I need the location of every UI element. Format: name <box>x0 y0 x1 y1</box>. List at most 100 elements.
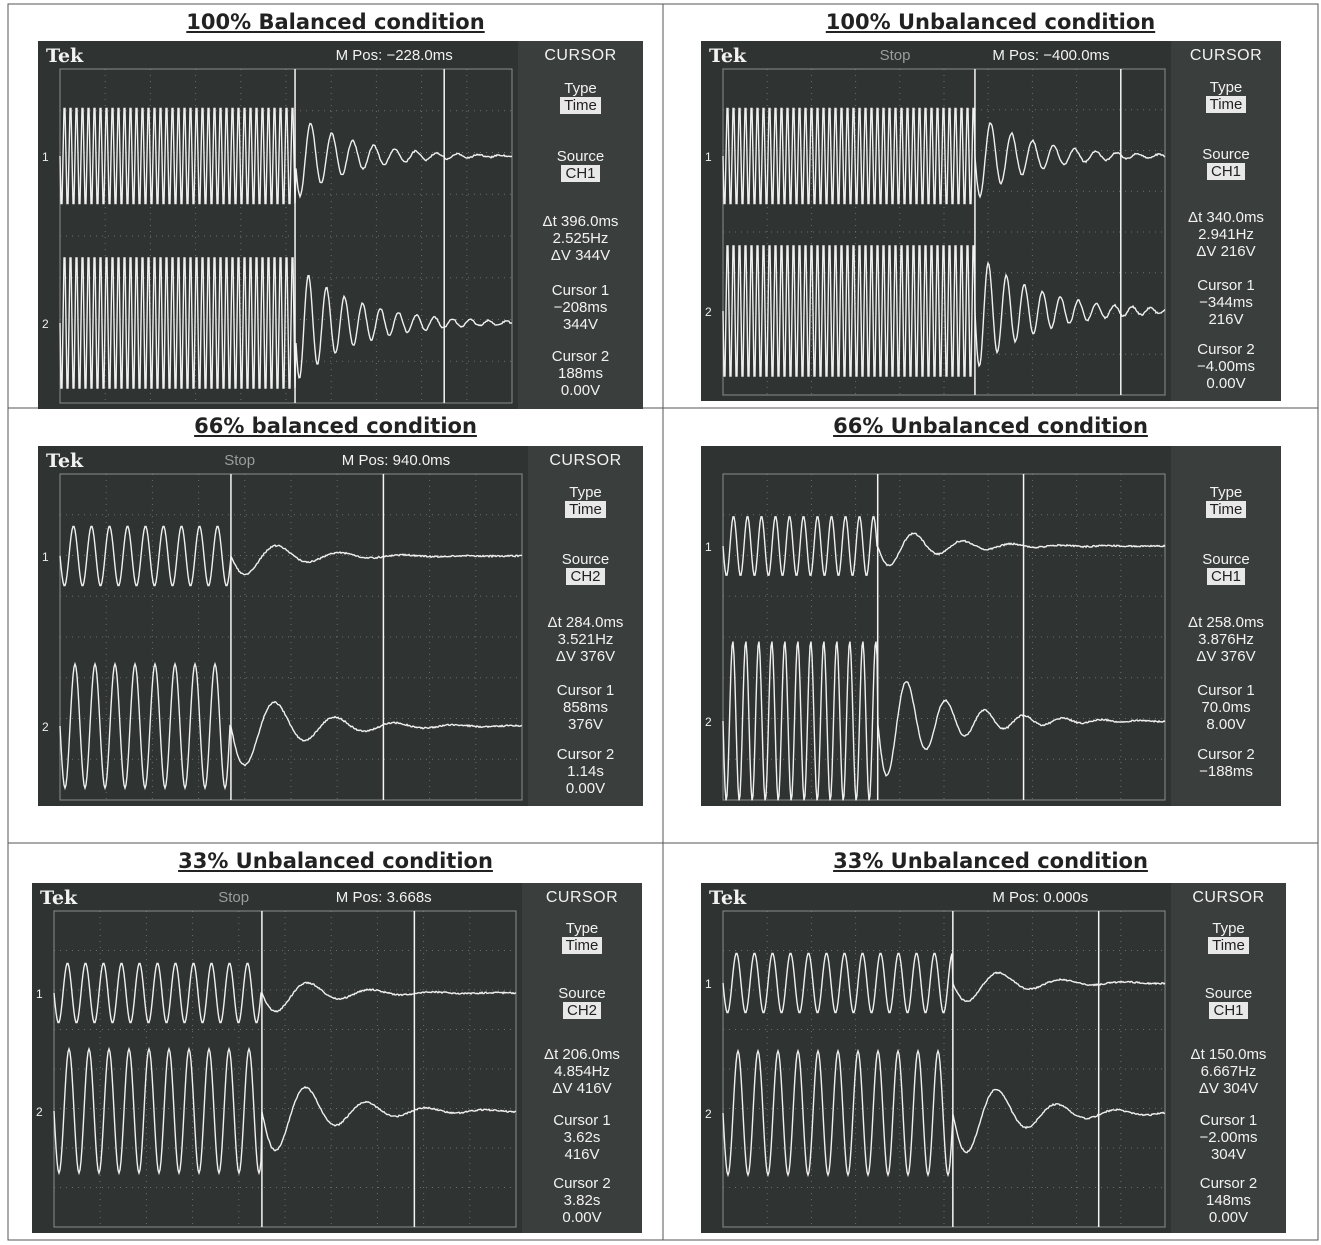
source-value-text: CH1 <box>1207 568 1245 585</box>
type-setting[interactable]: Type Time <box>1175 79 1277 113</box>
type-label-text: Type <box>1212 920 1245 937</box>
delta-t: Δt 284.0ms <box>532 614 639 631</box>
delta-readout[interactable]: Δt 340.0ms 2.941Hz ΔV 216V <box>1175 209 1277 260</box>
oscilloscope-screenshot: 1 2 Tek Stop M Pos: 940.0ms CURSOR Type Time Sou… <box>38 446 643 806</box>
cursor1-volt-text: 304V <box>1211 1146 1246 1163</box>
source-setting[interactable]: Source CH2 <box>526 985 638 1019</box>
delta-v-text: ΔV 376V <box>1196 648 1255 665</box>
type-setting[interactable]: Type Time <box>526 920 638 954</box>
freq-text: 3.521Hz <box>558 631 614 648</box>
source-label-text: Source <box>557 148 605 165</box>
delta-v-text: ΔV 376V <box>556 648 615 665</box>
cursor-1-readout[interactable]: Cursor 1 −344ms 216V <box>1175 277 1277 328</box>
type-value: Time <box>1175 96 1277 113</box>
freq-text: 2.525Hz <box>553 230 609 247</box>
waveform-display: 12 <box>701 41 1171 401</box>
cursor-2-readout[interactable]: Cursor 2 188ms 0.00V <box>522 348 639 399</box>
delta-v: ΔV 344V <box>522 247 639 264</box>
cursor-1-readout[interactable]: Cursor 1 −208ms 344V <box>522 282 639 333</box>
cursor2-label-text: Cursor 2 <box>1197 746 1255 763</box>
cursor-1-readout[interactable]: Cursor 1 858ms 376V <box>532 682 639 733</box>
delta-readout[interactable]: Δt 258.0ms 3.876Hz ΔV 376V <box>1175 614 1277 665</box>
type-setting[interactable]: Type Time <box>1175 484 1277 518</box>
cursor-2-readout[interactable]: Cursor 2 1.14s 0.00V <box>532 746 639 797</box>
source-value-text: CH2 <box>566 568 604 585</box>
cursor1-time: 3.62s <box>526 1129 638 1146</box>
delta-v-text: ΔV 344V <box>551 247 610 264</box>
cursor2-label-text: Cursor 2 <box>1197 341 1255 358</box>
delta-v: ΔV 376V <box>1175 648 1277 665</box>
cursor-menu-panel: CURSOR Type Time Source CH1 Δt 396.0ms 2.525Hz… <box>518 41 643 409</box>
type-setting[interactable]: Type Time <box>1175 920 1282 954</box>
delta-t-text: Δt 206.0ms <box>544 1046 620 1063</box>
type-value-text: Time <box>1206 96 1247 113</box>
cursor-1-readout[interactable]: Cursor 1 70.0ms 8.00V <box>1175 682 1277 733</box>
screen-background <box>32 883 522 1233</box>
delta-readout[interactable]: Δt 206.0ms 4.854Hz ΔV 416V <box>526 1046 638 1097</box>
panel-title: 100% Balanced condition <box>8 10 663 34</box>
cursor2-label: Cursor 2 <box>1175 341 1277 358</box>
oscilloscope-screenshot: 1 2 Tek M Pos: −228.0ms CURSOR Type Time Source… <box>38 41 643 409</box>
cursor1-label-text: Cursor 1 <box>1200 1112 1258 1129</box>
cell-33-unbalanced-right: 33% Unbalanced condition 1 2 Tek M Pos: 0.00… <box>663 843 1318 1240</box>
cursor1-time-text: 70.0ms <box>1201 699 1250 716</box>
source-label: Source <box>526 985 638 1002</box>
source-setting[interactable]: Source CH1 <box>1175 985 1282 1019</box>
horizontal-position-readout: M Pos: −228.0ms <box>336 47 453 64</box>
cursor1-time-text: −344ms <box>1199 294 1253 311</box>
cursor2-time: 3.82s <box>526 1192 638 1209</box>
cursor1-label: Cursor 1 <box>1175 682 1277 699</box>
source-setting[interactable]: Source CH1 <box>1175 551 1277 585</box>
cursor2-time-text: 3.82s <box>564 1192 601 1209</box>
cursor-2-readout[interactable]: Cursor 2 148ms 0.00V <box>1175 1175 1282 1226</box>
panel-title: 66% balanced condition <box>8 414 663 438</box>
cursor-1-readout[interactable]: Cursor 1 3.62s 416V <box>526 1112 638 1163</box>
type-label: Type <box>522 80 639 97</box>
cursor1-label-text: Cursor 1 <box>553 1112 611 1129</box>
delta-v: ΔV 416V <box>526 1080 638 1097</box>
source-setting[interactable]: Source CH2 <box>532 551 639 585</box>
cursor-2-readout[interactable]: Cursor 2 3.82s 0.00V <box>526 1175 638 1226</box>
delta-t: Δt 340.0ms <box>1175 209 1277 226</box>
source-value: CH2 <box>526 1002 638 1019</box>
cursor2-label: Cursor 2 <box>532 746 639 763</box>
freq: 2.525Hz <box>522 230 639 247</box>
delta-v-text: ΔV 304V <box>1199 1080 1258 1097</box>
delta-readout[interactable]: Δt 396.0ms 2.525Hz ΔV 344V <box>522 213 639 264</box>
cursor1-volt-text: 376V <box>568 716 603 733</box>
cursor2-volt-text: 0.00V <box>1206 375 1245 392</box>
freq-text: 4.854Hz <box>554 1063 610 1080</box>
cursor-menu-panel: CURSOR Type Time Source CH2 Δt 284.0ms 3.521Hz… <box>528 446 643 806</box>
delta-v: ΔV 216V <box>1175 243 1277 260</box>
cursor1-volt: 216V <box>1175 311 1277 328</box>
delta-readout[interactable]: Δt 150.0ms 6.667Hz ΔV 304V <box>1175 1046 1282 1097</box>
cursor1-volt-text: 8.00V <box>1206 716 1245 733</box>
cursor2-volt: 0.00V <box>1175 375 1277 392</box>
type-setting[interactable]: Type Time <box>532 484 639 518</box>
panel-title: 33% Unbalanced condition <box>8 849 663 873</box>
delta-readout[interactable]: Δt 284.0ms 3.521Hz ΔV 376V <box>532 614 639 665</box>
cursor2-time: 188ms <box>522 365 639 382</box>
delta-v: ΔV 304V <box>1175 1080 1282 1097</box>
type-setting[interactable]: Type Time <box>522 80 639 114</box>
source-setting[interactable]: Source CH1 <box>522 148 639 182</box>
cursor1-volt: 8.00V <box>1175 716 1277 733</box>
source-setting[interactable]: Source CH1 <box>1175 146 1277 180</box>
cursor-2-readout[interactable]: Cursor 2 −188ms <box>1175 746 1277 780</box>
waveform-display: 12 <box>32 883 522 1233</box>
cursor1-label: Cursor 1 <box>532 682 639 699</box>
cursor1-label: Cursor 1 <box>522 282 639 299</box>
horizontal-position-readout: M Pos: −400.0ms <box>992 47 1109 64</box>
screen-background <box>38 446 528 806</box>
ch1-marker: 1 <box>705 977 712 991</box>
type-label-text: Type <box>1210 79 1243 96</box>
delta-t-text: Δt 396.0ms <box>543 213 619 230</box>
horizontal-position-readout: M Pos: 940.0ms <box>342 452 450 469</box>
cursor-2-readout[interactable]: Cursor 2 −4.00ms 0.00V <box>1175 341 1277 392</box>
waveform-display: 12 <box>38 446 528 806</box>
cursor-1-readout[interactable]: Cursor 1 −2.00ms 304V <box>1175 1112 1282 1163</box>
type-label-text: Type <box>564 80 597 97</box>
brand-logo: Tek <box>40 887 77 909</box>
cell-33-unbalanced-left: 33% Unbalanced condition 1 2 Tek Stop M Pos: … <box>8 843 663 1240</box>
cursor1-time-text: 858ms <box>563 699 608 716</box>
